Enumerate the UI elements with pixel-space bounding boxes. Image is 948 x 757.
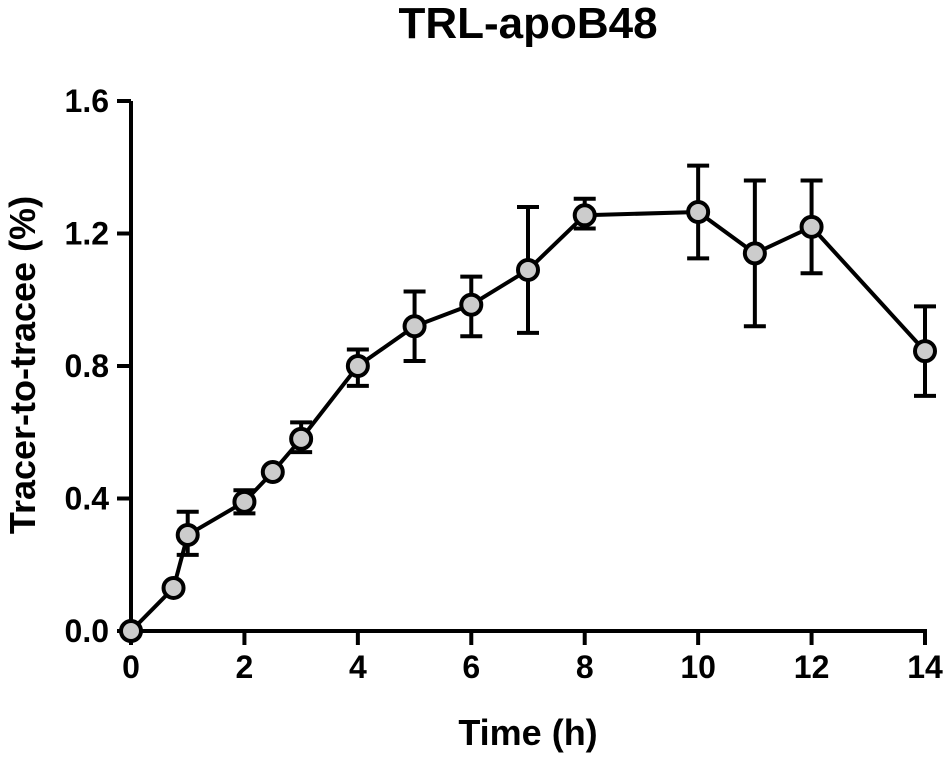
data-point [459, 292, 484, 317]
data-point [119, 619, 143, 643]
x-tick-label: 12 [794, 649, 830, 685]
x-tick-label: 10 [680, 649, 716, 685]
x-tick-label: 4 [349, 649, 367, 685]
data-point [232, 489, 257, 514]
x-tick-label: 6 [462, 649, 480, 685]
data-point [686, 199, 711, 224]
y-axis-label: Tracer-to-tracee (%) [2, 196, 43, 534]
data-point [161, 575, 186, 600]
x-tick-label: 14 [907, 649, 943, 685]
data-point [572, 203, 597, 228]
data-point [913, 339, 937, 364]
data-point [516, 257, 540, 282]
data-point [260, 460, 285, 484]
y-tick-label: 0.4 [65, 481, 110, 517]
data-point [289, 426, 314, 451]
y-tick-label: 1.2 [65, 216, 109, 252]
chart-title: TRL-apoB48 [398, 0, 657, 48]
y-tick-label: 0.0 [65, 613, 109, 649]
y-tick-label: 1.6 [65, 83, 109, 119]
data-point [175, 522, 200, 547]
data-point [402, 314, 427, 339]
x-axis-label: Time (h) [458, 712, 597, 753]
data-point [345, 354, 370, 378]
y-tick-label: 0.8 [65, 348, 109, 384]
data-point [742, 241, 767, 266]
x-tick-label: 0 [122, 649, 140, 685]
axis-ticks: 0 2 4 6 8 10 12 14 0.0 0.4 0.8 1.2 1.6 [65, 83, 943, 685]
data-point [799, 214, 824, 239]
plot-area [119, 163, 937, 643]
x-tick-label: 2 [236, 649, 254, 685]
x-tick-label: 8 [576, 649, 594, 685]
